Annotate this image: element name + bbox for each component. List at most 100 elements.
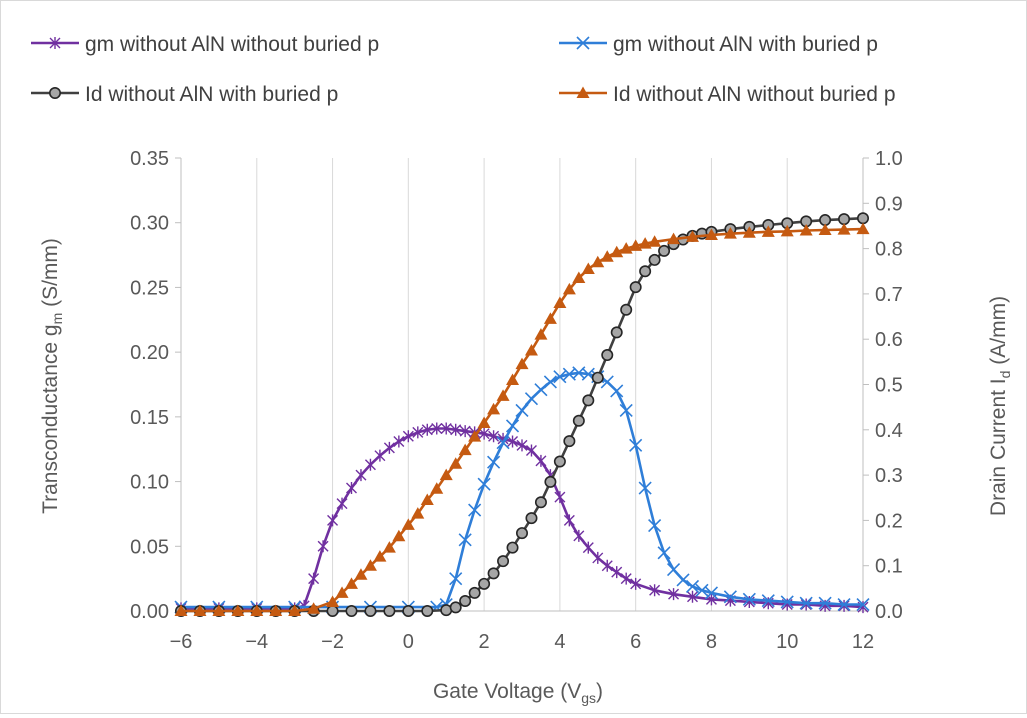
data-point [439, 468, 453, 481]
y-right-tick-label: 0.6 [875, 329, 903, 351]
data-point [600, 250, 614, 262]
data-point [534, 328, 548, 340]
data-point [335, 586, 349, 598]
data-point [818, 596, 832, 610]
y-left-tick-label: 0.35 [130, 148, 169, 170]
y-right-tick-label: 0.7 [875, 284, 903, 306]
data-point [563, 435, 576, 448]
data-point [458, 533, 472, 547]
data-point [658, 244, 671, 257]
legend-marker [576, 36, 590, 50]
data-point [402, 604, 415, 617]
data-point [174, 604, 188, 616]
legend-label: gm without AlN without buried p [85, 33, 379, 56]
data-point [572, 414, 585, 427]
data-point [507, 435, 519, 448]
data-point [582, 541, 594, 554]
y-right-tick-label: 0.9 [875, 193, 903, 215]
data-point [619, 403, 633, 417]
data-point [563, 514, 575, 527]
data-point [345, 577, 358, 589]
data-point [430, 482, 444, 494]
data-point [401, 518, 415, 530]
data-point [231, 604, 245, 616]
data-point [638, 481, 652, 495]
data-point [307, 602, 321, 614]
data-point [345, 604, 358, 617]
y-axis-right-title: Drain Current Id (A/mm) [987, 296, 1013, 516]
series-line [181, 216, 864, 613]
data-point [326, 595, 340, 607]
data-point [449, 572, 463, 586]
data-point [620, 572, 632, 585]
data-point [630, 577, 642, 590]
data-point [383, 441, 395, 454]
data-point [383, 604, 396, 617]
data-point [591, 371, 604, 384]
legend-marker [48, 87, 61, 100]
x-tick-label: −2 [321, 631, 344, 653]
data-point [553, 370, 567, 384]
y-axis-left-title: Transconductance gm (S/mm) [39, 238, 65, 514]
data-point [856, 597, 870, 612]
data-point [420, 493, 434, 506]
data-point [799, 596, 813, 610]
series-line [181, 227, 864, 613]
data-point [723, 227, 737, 239]
data-point [818, 223, 832, 236]
x-tick-label: 10 [776, 631, 798, 653]
legend-label: Id without AlN with buried p [85, 83, 338, 106]
data-point [363, 559, 377, 571]
data-point [516, 439, 528, 452]
y-right-tick-label: 0.3 [875, 465, 903, 487]
data-point [543, 312, 557, 324]
data-point [610, 326, 623, 339]
data-point [393, 435, 405, 448]
data-point [629, 281, 642, 294]
data-point [610, 245, 624, 258]
y-right-tick-label: 0.4 [875, 420, 903, 442]
data-point [497, 555, 510, 568]
data-point [686, 230, 699, 242]
data-point [326, 604, 339, 617]
data-point [374, 449, 386, 462]
data-point [780, 595, 794, 609]
data-point [382, 541, 396, 553]
data-point [364, 604, 377, 617]
data-point [837, 597, 851, 612]
data-point [478, 577, 491, 590]
data-point [478, 427, 490, 440]
y-left-tick-label: 0.20 [130, 342, 169, 364]
data-point [629, 438, 643, 452]
data-point [402, 430, 414, 443]
x-tick-label: −4 [245, 631, 268, 653]
data-point [505, 419, 520, 433]
data-point [553, 296, 567, 308]
data-point [543, 375, 557, 389]
data-point [838, 599, 850, 612]
data-point [487, 402, 501, 415]
legend: gm without AlN without buried p gm withou… [31, 33, 896, 106]
data-point [327, 514, 339, 527]
data-point [392, 529, 406, 542]
x-tick-label: −6 [170, 631, 193, 653]
data-point [704, 228, 718, 241]
legend-label: Id without AlN without buried p [613, 83, 896, 106]
data-point [638, 237, 652, 249]
data-point [506, 373, 520, 385]
data-point [431, 422, 443, 435]
data-point [477, 416, 491, 429]
data-point [458, 443, 472, 456]
data-point [450, 423, 462, 436]
data-point [723, 590, 737, 604]
data-point [515, 527, 528, 540]
data-point [685, 579, 700, 593]
data-point [534, 496, 547, 509]
data-point [648, 235, 662, 247]
data-point [354, 568, 368, 580]
data-point [421, 604, 434, 617]
y-right-tick-label: 0.8 [875, 239, 903, 261]
data-point [591, 255, 605, 268]
data-point [799, 223, 813, 236]
